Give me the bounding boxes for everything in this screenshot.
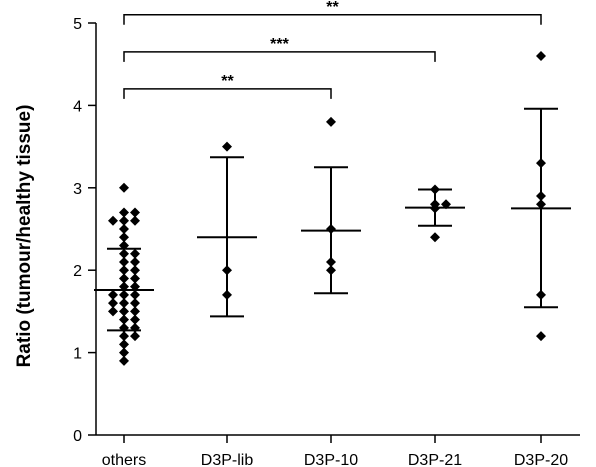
data-point-diamond <box>130 331 140 342</box>
data-point-diamond <box>119 207 129 218</box>
data-point-diamond <box>326 116 336 127</box>
data-point-diamond <box>326 224 336 234</box>
y-ticks: 0 1 2 3 4 5 <box>73 16 96 445</box>
significance-bracket <box>123 88 332 99</box>
data-point-diamond <box>108 306 118 317</box>
data-point-diamond <box>441 199 451 210</box>
data-point-diamond <box>119 298 129 309</box>
x-category-label: D3P-lib <box>201 452 254 467</box>
data-point-diamond <box>130 314 140 325</box>
data-point-diamond <box>119 224 129 234</box>
data-point-diamond <box>536 158 546 169</box>
data-point-diamond <box>130 281 140 292</box>
x-category-label: D3P-21 <box>408 452 462 467</box>
data-point-diamond <box>119 339 129 350</box>
data-point-diamond <box>119 273 129 284</box>
data-point-diamond <box>130 289 140 300</box>
data-point-diamond <box>536 191 546 202</box>
data-point-diamond <box>326 265 336 276</box>
data-point-diamond <box>108 215 118 226</box>
data-point-diamond <box>119 256 129 267</box>
significance-label: ** <box>326 0 339 16</box>
significance-label: ** <box>221 73 234 90</box>
data-point-diamond <box>130 273 140 284</box>
data-point-diamond <box>430 184 440 195</box>
data-point-diamond <box>108 289 118 300</box>
data-point-diamond <box>222 265 232 276</box>
data-point-diamond <box>119 182 129 193</box>
y-tick-label: 5 <box>73 16 82 33</box>
data-point-diamond <box>130 248 140 259</box>
data-point-diamond <box>130 215 140 226</box>
data-point-diamond <box>222 289 232 300</box>
data-point-diamond <box>536 289 546 300</box>
data-point-diamond <box>108 298 118 309</box>
significance-bracket <box>123 51 436 62</box>
data-point-diamond <box>119 306 129 317</box>
x-category-label: D3P-20 <box>514 452 568 467</box>
x-category-label: others <box>102 452 146 467</box>
y-axis-title: Ratio (tumour/healthy tissue) <box>14 105 35 368</box>
data-point-diamond <box>430 203 440 214</box>
y-tick-label: 0 <box>73 428 82 445</box>
data-point-diamond <box>119 232 129 243</box>
data-point-diamond <box>536 199 546 210</box>
significance-bracket <box>123 14 542 25</box>
data-point-diamond <box>130 256 140 267</box>
data-point-diamond <box>326 256 336 267</box>
mean-sd-bars <box>94 107 571 332</box>
significance-label: *** <box>270 36 289 53</box>
y-tick-label: 1 <box>73 346 82 363</box>
data-point-diamond <box>119 265 129 276</box>
data-point-diamond <box>119 331 129 342</box>
significance-brackets: ******* <box>123 0 542 99</box>
data-point-diamond <box>222 141 232 152</box>
data-point-diamond <box>130 265 140 276</box>
data-point-diamond <box>119 240 129 251</box>
y-tick-label: 4 <box>73 98 82 115</box>
data-point-diamond <box>119 347 129 358</box>
data-point-diamond <box>130 322 140 333</box>
data-point-diamond <box>119 248 129 259</box>
data-point-diamond <box>130 207 140 218</box>
y-tick-label: 2 <box>73 263 82 280</box>
data-point-diamond <box>119 314 129 325</box>
data-point-diamond <box>119 281 129 292</box>
data-point-diamond <box>119 289 129 300</box>
data-points <box>108 50 546 366</box>
data-point-diamond <box>536 331 546 342</box>
data-point-diamond <box>430 232 440 243</box>
x-category-label: D3P-10 <box>304 452 358 467</box>
x-category-labels: others D3P-lib D3P-10 D3P-21 D3P-20 <box>102 435 568 467</box>
data-point-diamond <box>536 50 546 61</box>
axes <box>95 23 580 436</box>
y-tick-label: 3 <box>73 181 82 198</box>
data-point-diamond <box>119 215 129 226</box>
data-point-diamond <box>119 322 129 333</box>
data-point-diamond <box>119 355 129 366</box>
data-point-diamond <box>130 298 140 309</box>
data-point-diamond <box>130 306 140 317</box>
